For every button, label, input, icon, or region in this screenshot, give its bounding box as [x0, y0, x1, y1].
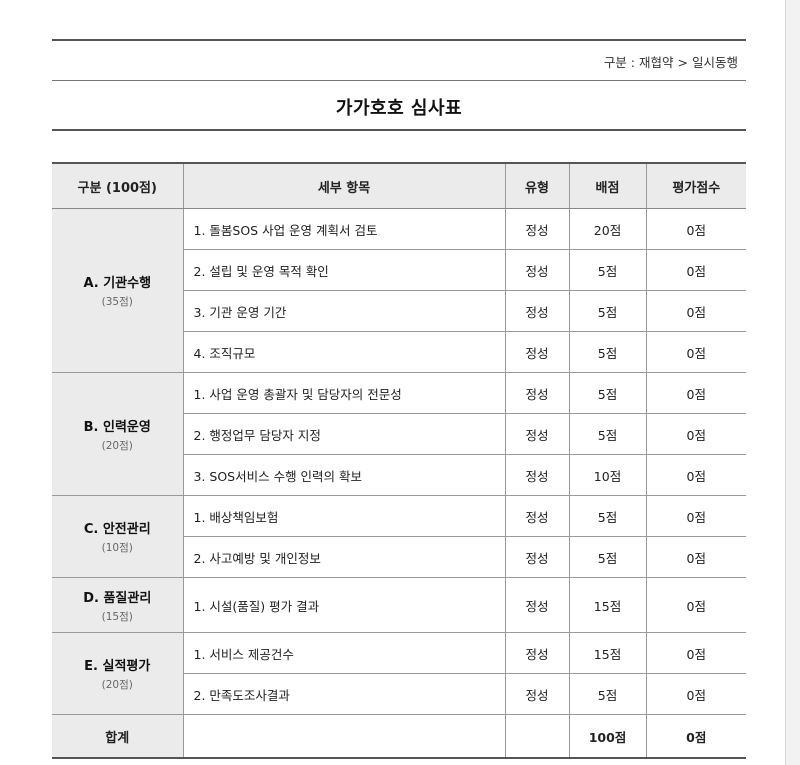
category-points: (20점) — [101, 439, 133, 452]
total-empty-detail — [182, 714, 506, 759]
item-label: 4. 조직규모 — [183, 331, 506, 373]
breadcrumb-current: 일시동행 — [691, 55, 738, 70]
total-score: 0점 — [645, 714, 746, 759]
item-score: 0점 — [645, 290, 746, 332]
category-name: C. 안전관리 — [83, 522, 151, 537]
top-rule — [52, 39, 746, 41]
item-label: 1. 배상책임보험 — [182, 495, 506, 537]
item-type: 정성 — [504, 290, 570, 332]
page-title: 가가호호 심사표 — [335, 98, 463, 119]
item-type: 정성 — [504, 577, 570, 633]
table-row: D. 품질관리 (15점) 1. 시설(품질) 평가 결과 정성 15점 0점 — [52, 577, 746, 633]
table-row: 2. 만족도조사결과 정성 5점 0점 — [52, 673, 746, 715]
table-row: B. 인력운영 (20점) 1. 사업 운영 총괄자 및 담당자의 전문성 정성… — [52, 372, 746, 496]
item-type: 정성 — [504, 249, 570, 291]
total-max: 100점 — [568, 714, 647, 759]
item-label: 2. 사고예방 및 개인정보 — [183, 536, 506, 578]
item-max: 5점 — [568, 673, 647, 715]
item-label: 3. 기관 운영 기간 — [183, 290, 506, 332]
table-row: 3. 기관 운영 기간 정성 5점 0점 — [52, 290, 746, 332]
category-points: (35점) — [101, 296, 133, 308]
table-row: 2. 사고예방 및 개인정보 정성 5점 0점 — [52, 536, 746, 578]
header-detail: 세부 항목 — [182, 162, 506, 209]
table-row: C. 안전관리 (10점) 1. 배상책임보험 정성 5점 0점 — [52, 495, 746, 578]
table-row: 2. 설립 및 운영 목적 확인 정성 5점 0점 — [52, 249, 746, 291]
item-max: 5점 — [568, 249, 647, 291]
item-score: 0점 — [645, 577, 746, 633]
item-score: 0점 — [645, 673, 746, 715]
item-score: 0점 — [645, 536, 746, 578]
item-label: 2. 행정업무 담당자 지정 — [183, 413, 506, 455]
header-max-points: 배점 — [568, 162, 647, 209]
item-score: 0점 — [645, 208, 746, 250]
item-max: 10점 — [568, 454, 647, 496]
item-score: 0점 — [645, 249, 746, 291]
category-cell: E. 실적평가 (20점) — [52, 632, 184, 715]
item-type: 정성 — [504, 208, 570, 250]
item-type: 정성 — [504, 331, 570, 373]
item-max: 5점 — [568, 331, 647, 373]
category-points: (10점) — [101, 542, 133, 554]
item-type: 정성 — [504, 536, 570, 578]
item-label: 1. 돌봄SOS 사업 운영 계획서 검토 — [182, 208, 506, 250]
item-max: 5점 — [568, 290, 647, 332]
total-label: 합계 — [52, 714, 184, 759]
item-max: 5점 — [568, 413, 647, 455]
category-points: (20점) — [101, 679, 133, 691]
item-max: 5점 — [568, 495, 647, 537]
breadcrumb-separator: > — [677, 55, 688, 70]
total-empty-type — [504, 714, 570, 759]
item-score: 0점 — [645, 372, 746, 414]
category-name: E. 실적평가 — [84, 659, 151, 674]
category-cell: C. 안전관리 (10점) — [52, 495, 184, 578]
header-type: 유형 — [504, 162, 570, 209]
item-max: 5점 — [568, 372, 647, 414]
header-category: 구분 (100점) — [52, 162, 184, 209]
item-score: 0점 — [645, 331, 746, 373]
item-max: 15점 — [568, 632, 647, 674]
total-row: 합계 100점 0점 — [52, 714, 746, 759]
item-max: 5점 — [568, 536, 647, 578]
item-label: 1. 서비스 제공건수 — [182, 632, 506, 674]
item-max: 20점 — [568, 208, 647, 250]
item-label: 1. 시설(품질) 평가 결과 — [182, 577, 506, 633]
category-name: D. 품질관리 — [83, 590, 152, 606]
item-score: 0점 — [645, 632, 746, 674]
middle-rule — [52, 80, 746, 81]
item-score: 0점 — [645, 495, 746, 537]
header-score: 평가점수 — [645, 162, 746, 209]
item-label: 2. 설립 및 운영 목적 확인 — [183, 249, 506, 291]
breadcrumb-category: 구분 : 재협약 — [603, 55, 674, 70]
category-cell: B. 인력운영 (20점) — [52, 372, 184, 496]
table-row: A. 기관수행 (35점) 1. 돌봄SOS 사업 운영 계획서 검토 정성 2… — [52, 208, 746, 373]
item-type: 정성 — [504, 673, 570, 715]
item-type: 정성 — [504, 495, 570, 537]
category-cell: D. 품질관리 (15점) — [52, 577, 184, 633]
item-type: 정성 — [504, 454, 570, 496]
table-row: E. 실적평가 (20점) 1. 서비스 제공건수 정성 15점 0점 — [52, 632, 746, 715]
item-label: 1. 사업 운영 총괄자 및 담당자의 전문성 — [182, 372, 506, 414]
item-type: 정성 — [504, 632, 570, 674]
score-table: 구분 (100점) 세부 항목 유형 배점 평가점수 A. 기관수행 (35점)… — [52, 162, 746, 759]
breadcrumb: 구분 : 재협약 > 일시동행 — [604, 52, 738, 71]
item-type: 정성 — [504, 372, 570, 414]
category-points: (15점) — [101, 610, 133, 623]
item-score: 0점 — [645, 413, 746, 455]
item-label: 2. 만족도조사결과 — [183, 673, 506, 715]
window-edge — [785, 0, 800, 765]
title-bottom-rule — [52, 129, 746, 131]
category-name: B. 인력운영 — [83, 419, 151, 435]
item-score: 0점 — [645, 454, 746, 496]
table-header-row: 구분 (100점) 세부 항목 유형 배점 평가점수 — [52, 162, 746, 209]
item-type: 정성 — [504, 413, 570, 455]
item-label: 3. SOS서비스 수행 인력의 확보 — [183, 454, 506, 496]
table-row: 2. 행정업무 담당자 지정 정성 5점 0점 — [52, 413, 746, 455]
category-name: A. 기관수행 — [83, 276, 152, 291]
item-max: 15점 — [568, 577, 647, 633]
category-cell: A. 기관수행 (35점) — [52, 208, 184, 373]
